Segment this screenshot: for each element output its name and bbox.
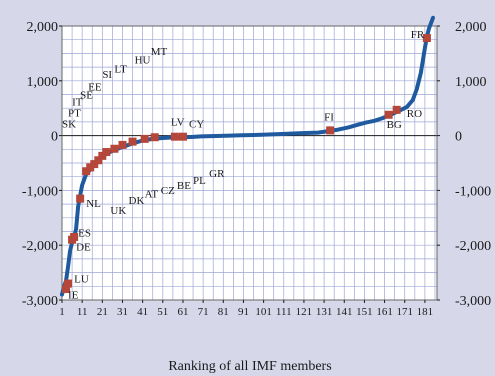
country-label: ES [78,227,91,239]
axis-ticks: 2,000 2,000 1,000 1,000 0 0 -1,000 -1,000 -2,000… [22,20,491,318]
y-tick-label-left: -1,000 [22,184,58,199]
country-label: NL [86,198,101,210]
country-label: LT [114,64,127,76]
data-point-marker [110,144,119,153]
x-tick-label: 71 [198,306,209,318]
data-point-marker [64,279,73,288]
y-tick-label-left: 0 [51,130,58,145]
country-label: AT [145,189,159,201]
country-label: PL [193,175,206,187]
x-tick-label: 181 [417,306,434,318]
country-label: FR [411,29,425,41]
y-tick-label-right: -1,000 [455,184,491,199]
country-label: CZ [161,185,175,197]
country-label: RO [407,108,422,120]
x-tick-label: 131 [316,306,333,318]
country-label: SK [62,118,76,130]
x-tick-label: 161 [376,306,393,318]
x-tick-label: 41 [137,306,148,318]
x-tick-label: 91 [238,306,249,318]
country-label: GR [209,168,225,180]
country-label: DK [129,195,145,207]
y-tick-label-left: -3,000 [22,294,58,309]
x-tick-label: 81 [218,306,229,318]
data-point-marker [140,134,149,143]
data-point-marker [90,160,99,169]
data-point-marker [128,137,137,146]
x-tick-label: 141 [336,306,353,318]
x-tick-label: 171 [396,306,413,318]
data-point-marker [76,194,85,203]
country-label: UK [110,205,126,217]
data-point-marker [98,151,107,160]
data-point-marker [62,285,71,294]
x-tick-label: 11 [77,306,88,318]
data-point-marker [118,140,127,149]
country-label: CY [189,118,204,130]
country-label: DE [76,242,91,254]
country-label: EE [88,82,102,94]
country-label: PT [68,107,81,119]
x-tick-label: 151 [356,306,373,318]
country-label: LV [171,117,185,129]
country-label: LU [74,273,89,285]
x-tick-label: 1 [59,306,65,318]
x-tick-label: 101 [255,306,272,318]
country-label: HU [135,54,151,66]
grid [62,26,437,300]
country-label: SI [102,69,112,81]
data-point-marker [102,148,111,157]
country-label: IT [72,96,83,108]
plot-border [61,25,438,301]
data-point-marker [150,133,159,142]
data-point-marker [94,156,103,165]
y-tick-label-right: 0 [455,130,462,145]
country-label: MT [151,46,168,58]
x-tick-label: 31 [117,306,128,318]
y-tick-label-left: 2,000 [27,20,59,35]
y-tick-label-left: -2,000 [22,239,58,254]
series [60,15,435,297]
country-label: IE [68,289,79,301]
country-label: BG [387,119,402,131]
data-point-marker [170,132,179,141]
country-label: SE [80,89,93,101]
data-point-marker [326,126,335,135]
data-point-marker [82,167,91,176]
data-point-marker [384,110,393,119]
x-tick-label: 61 [177,306,188,318]
y-tick-label-left: 1,000 [27,75,59,90]
x-tick-label: 21 [97,306,108,318]
y-tick-label-right: 2,000 [455,20,487,35]
y-tick-label-right: -3,000 [455,294,491,309]
x-tick-label: 51 [157,306,168,318]
y-tick-label-right: 1,000 [455,75,487,90]
data-point-marker [392,105,401,114]
y-tick-label-right: -2,000 [455,239,491,254]
data-point-marker [422,34,431,43]
data-point-marker [70,232,79,241]
data-point-marker [86,163,95,172]
x-axis-label: Ranking of all IMF members [168,359,331,374]
data-point-marker [178,132,187,141]
country-label: BE [177,180,191,192]
x-tick-label: 111 [276,306,292,318]
x-tick-label: 121 [296,306,313,318]
country-label: FI [324,111,334,123]
